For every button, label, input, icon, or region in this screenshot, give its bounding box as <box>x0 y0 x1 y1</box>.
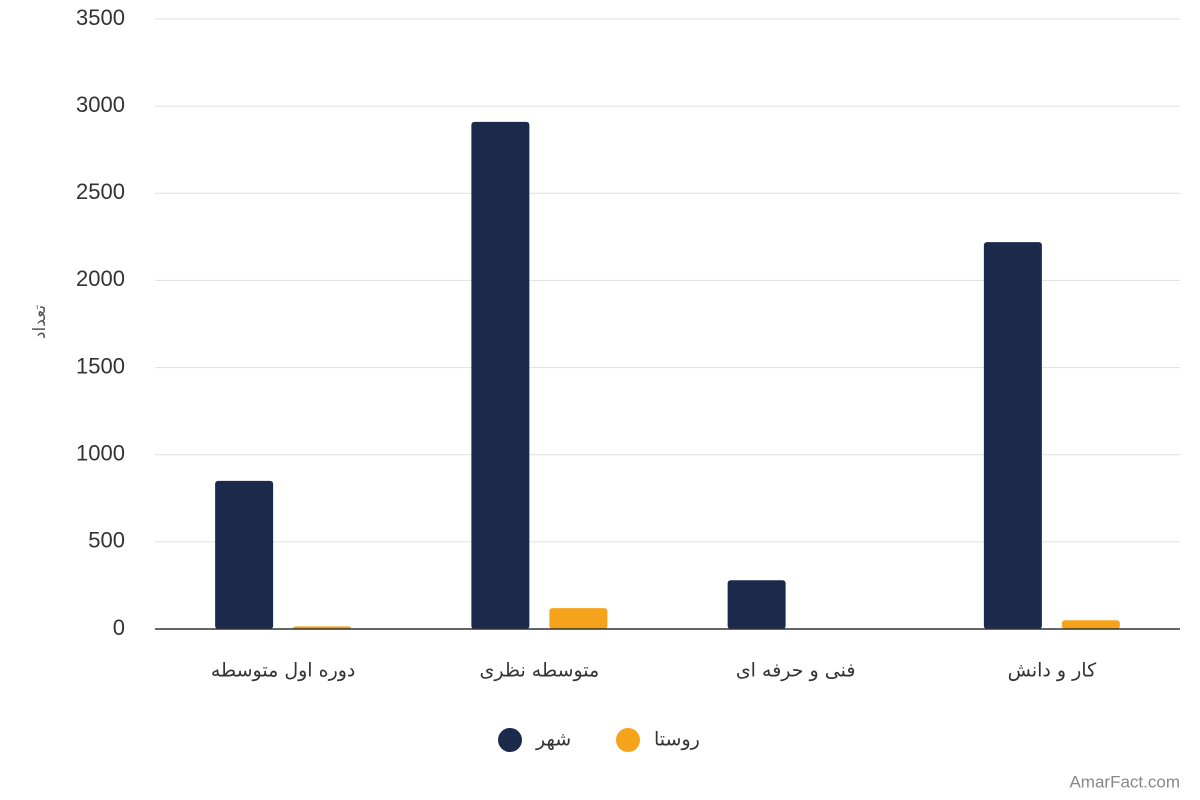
bar <box>1061 620 1120 629</box>
legend-marker <box>498 728 522 752</box>
x-tick-label: کار و دانش <box>1008 660 1097 682</box>
bar <box>549 608 608 629</box>
y-tick-label: 3000 <box>76 92 125 117</box>
legend-label: شهر <box>535 729 571 751</box>
watermark: AmarFact.com <box>1069 772 1180 791</box>
bar <box>471 121 530 629</box>
y-tick-label: 3500 <box>76 5 125 30</box>
y-tick-label: 2000 <box>76 266 125 291</box>
y-tick-label: 1500 <box>76 353 125 378</box>
y-tick-label: 1000 <box>76 441 125 466</box>
y-tick-label: 500 <box>88 528 125 553</box>
x-tick-label: دوره اول متوسطه <box>211 660 356 682</box>
legend-label: روستا <box>654 729 700 751</box>
y-tick-label: 2500 <box>76 179 125 204</box>
bar <box>727 580 786 629</box>
bar <box>983 242 1042 630</box>
y-axis-title: تعداد <box>30 305 50 339</box>
legend-marker <box>616 728 640 752</box>
bar <box>215 480 274 629</box>
y-tick-label: 0 <box>113 615 125 640</box>
x-tick-label: متوسطه نظری <box>480 660 600 682</box>
x-tick-label: فنی و حرفه ای <box>736 660 856 682</box>
